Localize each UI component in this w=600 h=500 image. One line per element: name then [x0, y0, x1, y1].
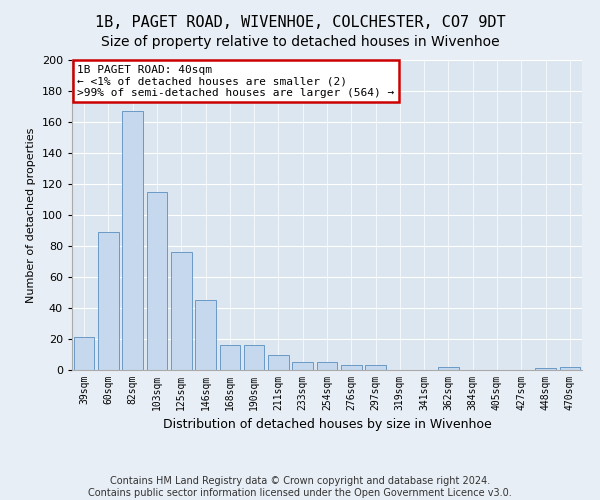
Text: Size of property relative to detached houses in Wivenhoe: Size of property relative to detached ho… [101, 35, 499, 49]
Bar [341, 366, 362, 370]
Bar [365, 366, 386, 370]
Bar [122, 111, 143, 370]
Bar [171, 252, 191, 370]
X-axis label: Distribution of detached houses by size in Wivenhoe: Distribution of detached houses by size … [163, 418, 491, 432]
Bar [220, 345, 240, 370]
Bar [74, 338, 94, 370]
Bar [438, 367, 459, 370]
Bar [244, 345, 265, 370]
Text: Contains HM Land Registry data © Crown copyright and database right 2024.
Contai: Contains HM Land Registry data © Crown c… [88, 476, 512, 498]
Bar [535, 368, 556, 370]
Bar [268, 354, 289, 370]
Bar [292, 362, 313, 370]
Text: 1B PAGET ROAD: 40sqm
← <1% of detached houses are smaller (2)
>99% of semi-detac: 1B PAGET ROAD: 40sqm ← <1% of detached h… [77, 64, 394, 98]
Bar [146, 192, 167, 370]
Bar [560, 367, 580, 370]
Text: 1B, PAGET ROAD, WIVENHOE, COLCHESTER, CO7 9DT: 1B, PAGET ROAD, WIVENHOE, COLCHESTER, CO… [95, 15, 505, 30]
Bar [98, 232, 119, 370]
Bar [317, 362, 337, 370]
Y-axis label: Number of detached properties: Number of detached properties [26, 128, 36, 302]
Bar [195, 300, 216, 370]
